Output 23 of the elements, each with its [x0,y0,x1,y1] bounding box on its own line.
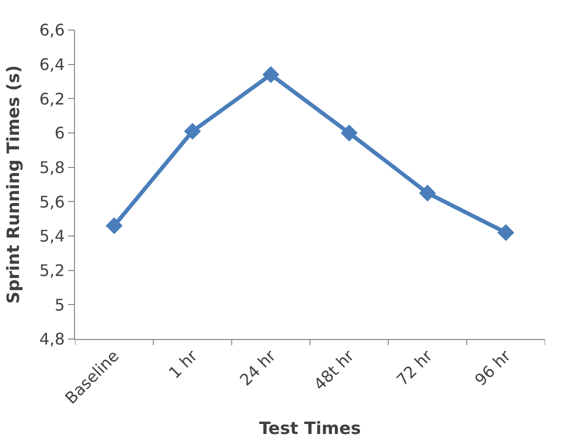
y-tick-label: 5,4 [39,226,65,246]
y-tick-label: 5,2 [39,260,65,280]
y-axis-title: Sprint Running Times (s) [4,65,24,304]
y-tick-label: 6,2 [39,89,65,108]
y-tick-label: 6 [54,124,65,143]
x-tick-label: 1 hr [164,346,202,382]
y-tick-label: 6,4 [39,54,65,74]
x-axis-title: Test Times [259,419,361,440]
y-tick-label: 4,8 [39,330,65,349]
point [184,122,201,140]
point [497,224,514,242]
point [262,66,280,84]
point [106,217,123,234]
y-tick-label: 5 [54,295,65,314]
x-tick-label: 24 hr [236,346,280,390]
x-tick-label: 72 hr [392,346,436,390]
x-tick-label: 48t hr [310,346,358,394]
y-tick-label: 5,8 [39,158,65,177]
y-tick-label: 6,6 [39,20,65,40]
point [340,124,358,142]
point [419,184,436,202]
x-tick-label: 96 hr [471,346,515,390]
y-tick-label: 5,6 [39,192,65,212]
